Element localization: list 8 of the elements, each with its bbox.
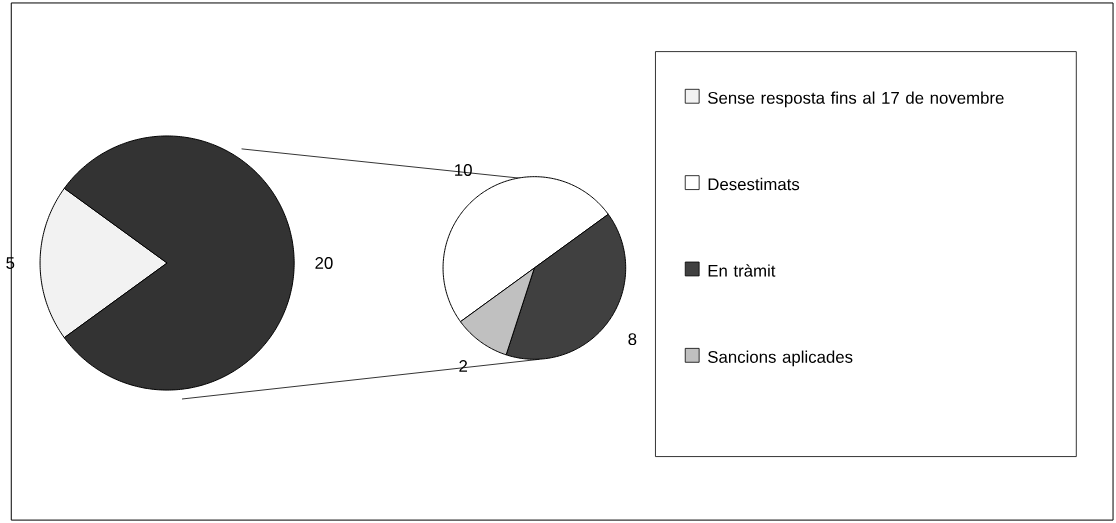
legend-label: Desestimats	[708, 177, 800, 191]
legend-label: Sancions aplicades	[708, 350, 853, 367]
legend-label: En tràmit	[708, 264, 776, 277]
data-label: 8	[628, 333, 637, 346]
data-label: 2	[459, 360, 468, 372]
legend-label: Sense resposta fins al 17 de novembre	[708, 91, 1004, 108]
data-label: 10	[455, 164, 472, 176]
data-label: 20	[315, 257, 333, 269]
